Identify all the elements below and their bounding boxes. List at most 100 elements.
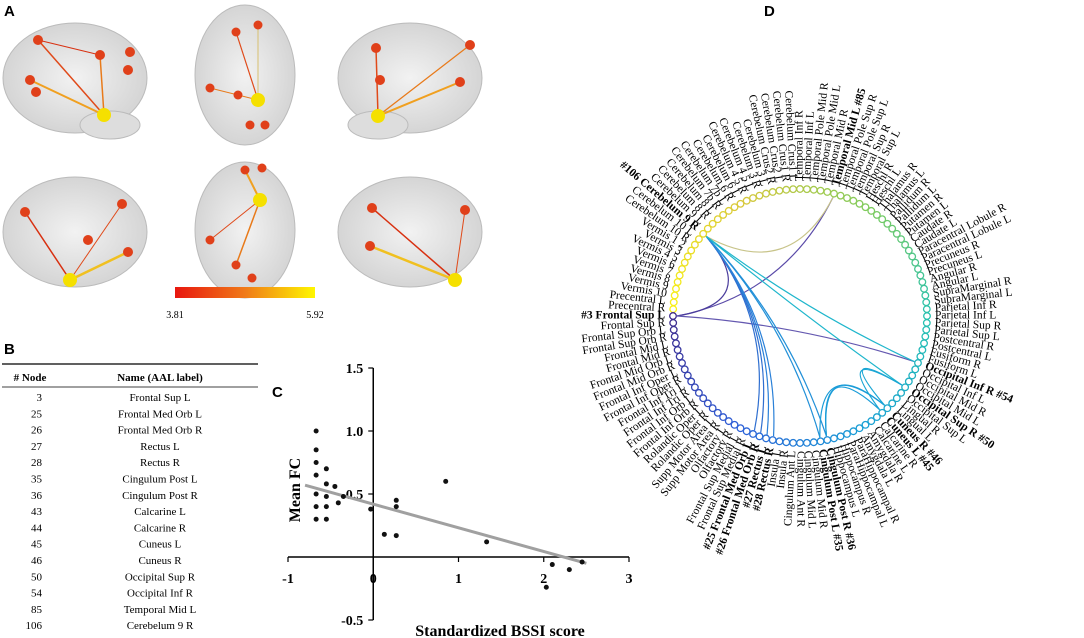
chord-node <box>680 365 689 374</box>
chord-node <box>867 206 876 215</box>
chord-node <box>694 235 703 244</box>
brain-panel: 3.81 5.92 <box>2 4 483 321</box>
table-cell: Cerebelum 9 R <box>127 620 194 632</box>
chord-node <box>872 413 881 422</box>
table-header: # Node <box>14 372 47 384</box>
table-cell: 28 <box>31 457 43 469</box>
chord-node <box>830 189 838 198</box>
x-tick-label: -1 <box>282 572 294 587</box>
table-cell: Calcarine L <box>134 506 186 518</box>
table-cell: Cuneus R <box>138 555 182 567</box>
node-label: Parietal Inf L <box>935 310 996 322</box>
x-tick-label: 1 <box>455 572 462 587</box>
chord-node <box>830 434 838 443</box>
table-cell: Occipital Sup R <box>125 571 196 583</box>
table-header: Name (AAL label) <box>117 372 203 384</box>
chord-node <box>672 339 680 348</box>
table-cell: Frontal Sup L <box>129 392 190 404</box>
chord-node <box>849 427 858 436</box>
chord-node <box>694 388 703 397</box>
chord-node <box>878 408 887 417</box>
chord-node <box>680 258 689 267</box>
chord-node <box>897 388 906 397</box>
chord-node <box>916 352 925 361</box>
table-cell: 27 <box>31 441 43 453</box>
chord-node <box>703 399 712 408</box>
table-cell: 85 <box>31 604 43 616</box>
chord-node <box>861 420 870 429</box>
table-cell: 35 <box>31 474 43 486</box>
table-cell: Frontal Med Orb R <box>118 425 203 437</box>
scatter-point <box>549 562 555 568</box>
scatter-point <box>484 539 490 545</box>
table-cell: 45 <box>31 539 43 551</box>
chord-node <box>922 305 931 314</box>
chord-node <box>678 265 686 273</box>
chord-edge <box>705 235 828 437</box>
chord-node <box>888 224 897 233</box>
chord-node <box>802 438 811 447</box>
chord-node <box>789 185 798 194</box>
chord-node <box>755 191 764 200</box>
y-tick-label: 1.0 <box>346 425 364 440</box>
table-cell: 50 <box>31 571 43 583</box>
node-table: # Node Name (AAL label) 3 Frontal Sup L 25 Fr… <box>2 363 258 632</box>
chord-node <box>749 194 757 202</box>
chord-node <box>809 438 818 447</box>
chord-node <box>855 424 864 433</box>
chord-node <box>708 404 717 413</box>
node-label: Temporal Inf L <box>801 111 817 182</box>
chord-node <box>762 434 770 443</box>
node-label: #3 Frontal Sup L <box>581 310 665 322</box>
chord-node <box>708 219 717 228</box>
chord-node <box>836 432 845 441</box>
chord-node <box>888 399 897 408</box>
table-cell: Frontal Med Orb L <box>118 408 202 420</box>
chord-node <box>897 235 906 244</box>
brain-sagittal <box>2 22 148 140</box>
chord-node <box>922 318 931 327</box>
chord-node <box>816 437 825 446</box>
chord-node <box>742 196 751 205</box>
table-cell: Cingulum Post R <box>122 490 198 502</box>
node-label: Insula R <box>775 449 791 489</box>
node-label: Precentral R <box>608 299 666 314</box>
chord-node <box>699 229 708 238</box>
chord-edge <box>819 384 885 438</box>
chord-node <box>872 210 881 219</box>
table-cell: 36 <box>31 490 43 502</box>
y-tick-label: 1.5 <box>346 362 364 377</box>
scatter-point <box>313 491 319 497</box>
chord-node <box>768 436 777 444</box>
scatter-point <box>313 460 319 465</box>
node-label: Parietal Sup R <box>934 317 1001 333</box>
chord-node <box>687 377 696 386</box>
x-tick-label: 2 <box>540 572 547 587</box>
scatter-point <box>332 483 338 489</box>
chord-node <box>699 394 708 403</box>
x-tick-label: 0 <box>370 572 377 587</box>
chord-node <box>920 284 928 293</box>
scatter-point <box>579 559 585 565</box>
scatter-point <box>323 466 329 472</box>
scatter-point <box>393 504 399 510</box>
table-cell: Rectus L <box>140 441 180 453</box>
chord-node <box>669 325 678 334</box>
chord-node <box>816 186 825 195</box>
scatter-point <box>323 481 329 487</box>
chord-node <box>901 383 910 392</box>
chord-edge <box>705 235 760 431</box>
scatter-point <box>335 500 341 506</box>
chord-node <box>836 191 845 200</box>
chord-node <box>918 278 927 286</box>
colorbar-max: 5.92 <box>306 310 324 321</box>
table-cell: Cingulum Post L <box>122 474 197 486</box>
chord-node <box>672 284 680 293</box>
table-cell: 106 <box>26 620 43 632</box>
chord-node <box>904 246 913 255</box>
chord-node <box>669 298 678 307</box>
scatter-point <box>313 447 319 453</box>
scatter-point <box>313 428 319 434</box>
